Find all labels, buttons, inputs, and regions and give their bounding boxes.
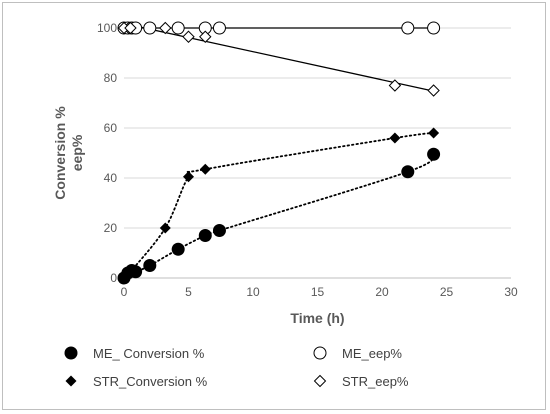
x-axis-title: Time (h) xyxy=(290,310,344,326)
data-point xyxy=(124,21,137,35)
data-point xyxy=(171,21,185,35)
x-tick-label: 15 xyxy=(311,285,325,299)
data-point xyxy=(388,79,402,92)
data-point xyxy=(198,229,212,242)
y-tick-label: 100 xyxy=(97,21,117,35)
y-axis-title: Conversion % eep% xyxy=(52,106,85,200)
y-tick-label: 60 xyxy=(104,121,118,135)
legend: ME_ Conversion % ME_eep% STR_Conversion % S… xyxy=(64,346,409,389)
data-point xyxy=(427,147,441,161)
data-point xyxy=(428,127,440,139)
y-tick-label: 0 xyxy=(110,271,117,285)
legend-label: ME_eep% xyxy=(342,346,402,361)
y-axis-title-line: eep% xyxy=(69,134,85,171)
x-tick-label: 0 xyxy=(121,285,128,299)
x-tick-label: 20 xyxy=(375,285,389,299)
x-axis-ticks: 0 5 10 15 20 25 30 xyxy=(121,285,518,299)
legend-marker xyxy=(65,375,77,387)
data-point xyxy=(159,21,172,35)
data-point xyxy=(427,84,440,97)
trendline xyxy=(123,132,435,279)
data-point xyxy=(183,171,194,183)
data-point xyxy=(159,222,171,234)
legend-label: ME_ Conversion % xyxy=(93,346,205,361)
legend-marker xyxy=(313,374,327,388)
data-point xyxy=(427,21,441,35)
data-point xyxy=(212,21,226,35)
data-markers xyxy=(117,21,441,285)
x-tick-label: 10 xyxy=(246,285,260,299)
y-tick-label: 80 xyxy=(104,71,118,85)
data-point xyxy=(199,163,211,175)
data-point xyxy=(124,266,136,278)
trendline xyxy=(123,22,434,92)
data-point xyxy=(118,272,130,284)
data-point xyxy=(143,259,157,272)
data-point xyxy=(401,165,415,179)
data-point xyxy=(199,30,212,43)
data-point xyxy=(171,242,185,256)
conversion-chart: 0 5 10 15 20 25 30 0 20 40 60 80 100 Time (h) Conve… xyxy=(52,21,518,389)
data-point xyxy=(143,21,157,35)
data-point xyxy=(182,30,195,43)
data-point xyxy=(401,21,415,35)
x-tick-label: 25 xyxy=(440,285,454,299)
y-axis-ticks: 0 20 40 60 80 100 xyxy=(97,21,117,285)
data-point xyxy=(212,224,226,237)
data-point xyxy=(389,132,401,144)
x-tick-label: 5 xyxy=(185,285,192,299)
chart-frame: 0 5 10 15 20 25 30 0 20 40 60 80 100 Time (h) Conve… xyxy=(2,2,546,410)
legend-marker xyxy=(64,346,78,360)
legend-label: STR_eep% xyxy=(342,374,409,389)
trendlines xyxy=(123,22,435,279)
y-tick-label: 20 xyxy=(104,221,118,235)
legend-label: STR_Conversion % xyxy=(93,374,208,389)
y-tick-label: 40 xyxy=(104,171,118,185)
legend-marker xyxy=(313,346,327,360)
y-axis-title-line: Conversion % xyxy=(52,106,68,200)
x-tick-label: 30 xyxy=(504,285,518,299)
